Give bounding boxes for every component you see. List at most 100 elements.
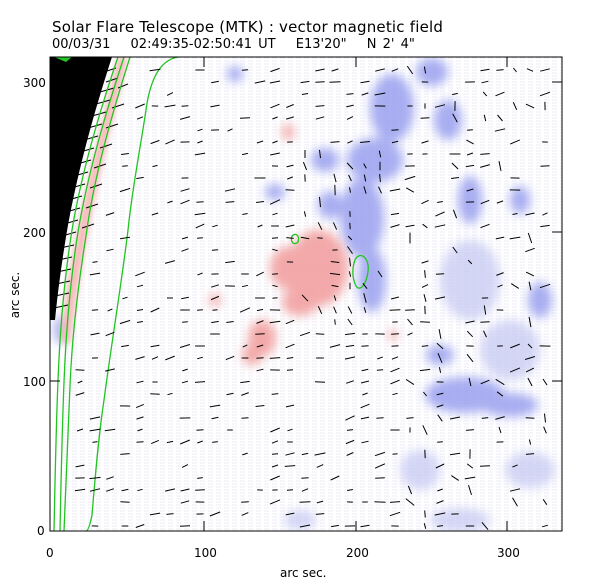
field-vector	[105, 212, 115, 216]
field-vector	[495, 236, 505, 240]
field-vector	[137, 321, 143, 323]
field-vector	[363, 307, 367, 313]
field-vector	[466, 152, 474, 156]
field-vector	[434, 104, 446, 108]
field-vector	[361, 368, 369, 372]
field-vector	[510, 343, 520, 349]
field-vector	[136, 284, 144, 288]
field-vector	[180, 439, 190, 445]
field-vector	[391, 140, 399, 144]
field-vector	[209, 511, 221, 517]
observation-date: 00/03/31	[52, 37, 111, 52]
xtick-label-0: 0	[46, 546, 54, 560]
positive-polarity-regions	[209, 124, 398, 365]
field-vector	[272, 248, 278, 252]
field-vector	[330, 475, 340, 481]
field-vector	[212, 441, 218, 443]
field-vector	[315, 68, 325, 72]
field-vector	[334, 319, 336, 325]
field-vector	[329, 81, 341, 83]
field-vector	[75, 464, 85, 468]
corner-contour	[54, 57, 72, 62]
field-vector	[349, 257, 351, 267]
field-vector	[361, 92, 369, 96]
field-vector	[182, 321, 188, 323]
field-vector	[435, 273, 445, 275]
field-vector	[317, 237, 323, 239]
x-axis-title: arc sec.	[280, 566, 327, 580]
field-vector	[135, 103, 145, 109]
field-vector	[424, 510, 426, 518]
field-vector	[166, 440, 174, 444]
field-vector	[254, 80, 266, 84]
field-vector	[483, 330, 487, 338]
field-vector	[437, 488, 443, 492]
field-vector	[391, 68, 399, 72]
field-vector	[495, 378, 505, 386]
field-vector	[436, 342, 444, 350]
field-vector	[285, 452, 295, 456]
field-vector	[497, 114, 503, 122]
field-vector	[524, 356, 536, 360]
field-vector	[241, 512, 249, 516]
field-vector	[526, 68, 534, 72]
field-vector	[315, 105, 325, 107]
field-vector	[452, 92, 458, 96]
field-vector	[315, 116, 325, 120]
field-vector	[391, 356, 399, 360]
field-vector	[345, 439, 355, 445]
field-vector	[90, 332, 100, 336]
field-vector	[466, 188, 474, 192]
field-vector	[121, 153, 129, 155]
field-vector	[120, 236, 130, 240]
field-vector	[450, 416, 460, 420]
field-vector	[270, 152, 280, 156]
field-vector	[377, 270, 383, 278]
field-vector	[180, 500, 190, 504]
field-vector	[423, 523, 427, 529]
field-vector	[496, 391, 504, 397]
field-vector	[348, 174, 352, 182]
field-vector	[423, 391, 427, 397]
field-vector	[269, 320, 281, 324]
field-vector	[436, 392, 444, 396]
field-vector	[226, 392, 234, 396]
field-vector	[272, 212, 278, 216]
field-vector	[286, 164, 294, 168]
field-vector	[436, 404, 444, 408]
field-vector	[107, 308, 113, 312]
field-vector	[135, 271, 145, 277]
field-vector	[181, 105, 189, 107]
field-vector	[345, 415, 355, 421]
field-vector	[151, 356, 159, 360]
field-vector	[210, 104, 220, 108]
field-vector	[164, 260, 176, 264]
field-vector	[150, 139, 160, 145]
field-vector	[301, 452, 309, 456]
ytick-label-0: 0	[37, 524, 45, 538]
observation-lon: E13'20"	[295, 37, 347, 52]
field-vector	[137, 488, 143, 492]
field-vector	[151, 439, 159, 445]
field-vector	[300, 80, 310, 84]
field-vector	[480, 199, 490, 205]
field-vector	[509, 139, 521, 145]
field-vector	[422, 223, 428, 229]
field-vector	[421, 199, 429, 205]
field-vector	[405, 498, 415, 506]
field-vector	[482, 91, 488, 97]
field-vector	[136, 403, 144, 409]
field-vector	[77, 380, 83, 384]
field-vector	[347, 489, 353, 491]
field-vector	[255, 405, 265, 407]
field-vector	[360, 524, 370, 528]
field-vector	[270, 427, 280, 433]
field-vector	[272, 284, 278, 288]
field-vector	[136, 116, 144, 120]
field-vector	[89, 488, 101, 492]
field-vector	[407, 485, 413, 495]
field-vector	[360, 80, 370, 84]
weak-negative-regions	[284, 240, 555, 531]
xtick-label-200: 200	[346, 546, 369, 560]
field-vector	[344, 356, 356, 360]
